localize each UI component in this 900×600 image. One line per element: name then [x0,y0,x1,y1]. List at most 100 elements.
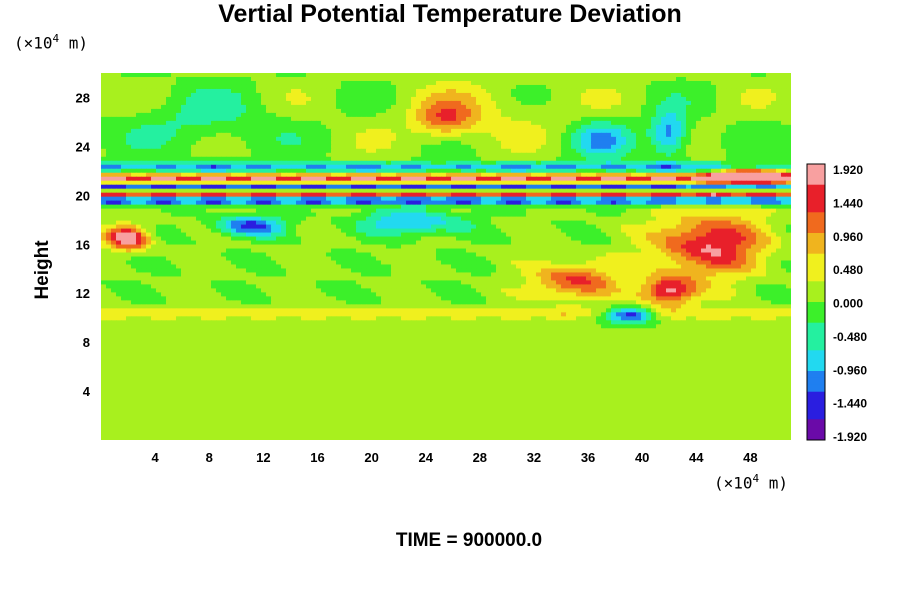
heatmap-cell [386,92,392,98]
heatmap-cell [711,144,717,150]
heatmap-cell [136,116,142,122]
heatmap-cell [546,100,552,106]
heatmap-cell [631,184,637,190]
heatmap-cell [331,196,337,202]
heatmap-cell [686,192,692,198]
heatmap-cell [726,73,732,78]
heatmap-cell [396,180,402,186]
heatmap-cell [756,180,762,186]
heatmap-cell [381,180,387,186]
heatmap-cell [651,100,657,106]
heatmap-cell [391,160,397,166]
heatmap-cell [176,96,182,102]
heatmap-cell [256,204,262,210]
heatmap-cell [291,176,297,182]
heatmap-cell [216,160,222,166]
heatmap-cell [701,140,707,146]
heatmap-cell [776,184,782,190]
heatmap-cell [181,100,187,106]
heatmap-cell [516,156,522,162]
heatmap-cell [591,116,597,122]
heatmap-cell [396,192,402,198]
heatmap-cell [196,200,202,206]
heatmap-cell [396,108,402,114]
heatmap-cell [521,88,527,94]
heatmap-cell [141,132,147,138]
heatmap-cell [396,88,402,94]
heatmap-cell [531,120,537,126]
heatmap-cell [361,196,367,202]
heatmap-cell [456,148,462,154]
heatmap-cell [351,84,357,90]
heatmap-cell [586,84,592,90]
heatmap-cell [431,212,437,218]
heatmap-cell [716,112,722,118]
heatmap-cell [241,184,247,190]
heatmap-cell [461,132,467,138]
heatmap-cell [556,92,562,98]
heatmap-cell [186,212,192,218]
heatmap-cell [391,176,397,182]
heatmap-cell [476,176,482,182]
heatmap-cell [486,148,492,154]
heatmap-cell [461,120,467,126]
heatmap-cell [746,156,752,162]
heatmap-cell [331,208,337,214]
heatmap-cell [266,92,272,98]
heatmap-cell [471,192,477,198]
heatmap-cell [646,112,652,118]
heatmap-cell [166,156,172,162]
heatmap-cell [531,116,537,122]
heatmap-cell [146,180,152,186]
heatmap-cell [721,132,727,138]
heatmap-cell [786,100,791,106]
heatmap-cell [296,116,302,122]
heatmap-cell [216,108,222,114]
heatmap-cell [426,156,432,162]
heatmap-cell [346,108,352,114]
heatmap-cell [281,172,287,178]
heatmap-cell [191,204,197,210]
heatmap-cell [351,164,357,170]
heatmap-cell [381,84,387,90]
heatmap-cell [271,156,277,162]
heatmap-cell [401,176,407,182]
heatmap-cell [351,188,357,194]
heatmap-cell [356,176,362,182]
heatmap-cell [786,108,791,114]
heatmap-cell [581,212,587,218]
heatmap-cell [306,144,312,150]
heatmap-cell [631,80,637,86]
heatmap-cell [171,208,177,214]
heatmap-cell [621,140,627,146]
heatmap-cell [656,212,662,218]
heatmap-cell [296,200,302,206]
heatmap-cell [536,152,542,158]
heatmap-cell [541,148,547,154]
heatmap-cell [761,160,767,166]
heatmap-cell [681,100,687,106]
heatmap-cell [726,188,732,194]
heatmap-cell [341,108,347,114]
heatmap-cell [256,164,262,170]
heatmap-cell [741,164,747,170]
heatmap-cell [331,96,337,102]
heatmap-cell [236,88,242,94]
heatmap-cell [331,80,337,86]
heatmap-cell [116,204,122,210]
heatmap-cell [676,104,682,110]
heatmap-cell [481,116,487,122]
heatmap-cell [451,104,457,110]
heatmap-cell [426,184,432,190]
heatmap-cell [196,100,202,106]
heatmap-cell [181,88,187,94]
heatmap-cell [191,200,197,206]
heatmap-cell [516,100,522,106]
heatmap-cell [146,204,152,210]
heatmap-cell [676,148,682,154]
heatmap-cell [291,84,297,90]
heatmap-cell [396,124,402,130]
heatmap-cell [241,168,247,174]
heatmap-cell [431,140,437,146]
heatmap-cell [571,208,577,214]
